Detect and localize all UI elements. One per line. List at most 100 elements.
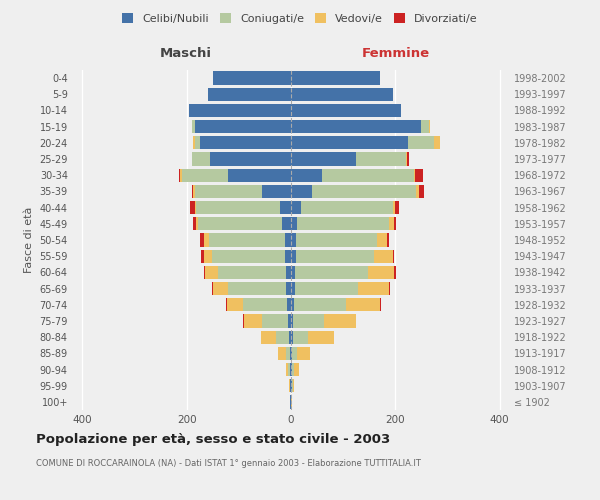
Bar [434,136,440,149]
Bar [210,152,291,166]
Bar [202,250,204,263]
Bar [287,298,291,312]
Bar [296,250,374,263]
Bar [413,168,415,182]
Bar [394,266,396,279]
Bar [290,346,291,360]
Bar [278,346,286,360]
Bar [205,266,218,279]
Bar [291,201,301,214]
Bar [291,217,297,230]
Bar [291,282,295,295]
Bar [281,217,291,230]
Bar [368,266,394,279]
Bar [409,136,434,149]
Y-axis label: Fasce di età: Fasce di età [24,207,34,273]
Bar [291,250,296,263]
Bar [292,379,293,392]
Bar [291,314,293,328]
Bar [242,298,287,312]
Bar [289,330,291,344]
Bar [312,185,416,198]
Bar [285,250,291,263]
Bar [394,217,397,230]
Bar [356,152,406,166]
Bar [392,201,395,214]
Bar [322,168,413,182]
Bar [296,234,377,246]
Bar [179,168,181,182]
Bar [293,314,325,328]
Bar [200,234,204,246]
Bar [286,346,290,360]
Bar [293,379,294,392]
Bar [415,168,423,182]
Bar [301,201,392,214]
Bar [291,346,292,360]
Bar [293,298,346,312]
Bar [262,314,289,328]
Text: Femmine: Femmine [362,48,430,60]
Bar [291,266,295,279]
Bar [421,120,429,134]
Legend: Celibi/Nubili, Coniugati/e, Vedovi/e, Divorziati/e: Celibi/Nubili, Coniugati/e, Vedovi/e, Di… [122,13,478,24]
Bar [193,217,196,230]
Text: COMUNE DI ROCCARAINOLA (NA) - Dati ISTAT 1° gennaio 2003 - Elaborazione TUTTITAL: COMUNE DI ROCCARAINOLA (NA) - Dati ISTAT… [36,459,421,468]
Bar [291,298,293,312]
Bar [389,282,390,295]
Bar [295,282,358,295]
Bar [194,136,200,149]
Bar [212,250,285,263]
Bar [198,217,281,230]
Bar [226,298,227,312]
Bar [194,120,291,134]
Bar [209,234,285,246]
Bar [181,168,229,182]
Bar [280,201,291,214]
Bar [289,314,291,328]
Bar [192,152,210,166]
Bar [392,250,394,263]
Bar [325,314,356,328]
Bar [291,120,421,134]
Bar [291,234,296,246]
Bar [229,168,291,182]
Bar [286,266,291,279]
Bar [291,104,401,117]
Bar [291,72,380,85]
Bar [419,185,424,198]
Text: Popolazione per età, sesso e stato civile - 2003: Popolazione per età, sesso e stato civil… [36,432,390,446]
Bar [200,136,291,149]
Bar [297,217,389,230]
Bar [204,234,209,246]
Bar [308,330,334,344]
Bar [297,346,310,360]
Bar [193,120,194,134]
Bar [213,72,291,85]
Bar [196,217,198,230]
Bar [213,282,229,295]
Bar [416,185,419,198]
Bar [293,330,308,344]
Bar [208,88,291,101]
Bar [277,330,289,344]
Bar [192,185,193,198]
Bar [291,185,312,198]
Bar [294,363,299,376]
Bar [193,185,194,198]
Bar [243,314,244,328]
Bar [194,185,262,198]
Bar [291,330,293,344]
Bar [286,282,291,295]
Bar [289,379,290,392]
Bar [227,298,242,312]
Bar [262,185,291,198]
Bar [286,363,289,376]
Bar [291,168,322,182]
Bar [406,152,407,166]
Bar [194,201,196,214]
Bar [261,330,277,344]
Bar [190,104,291,117]
Bar [292,346,297,360]
Bar [346,298,380,312]
